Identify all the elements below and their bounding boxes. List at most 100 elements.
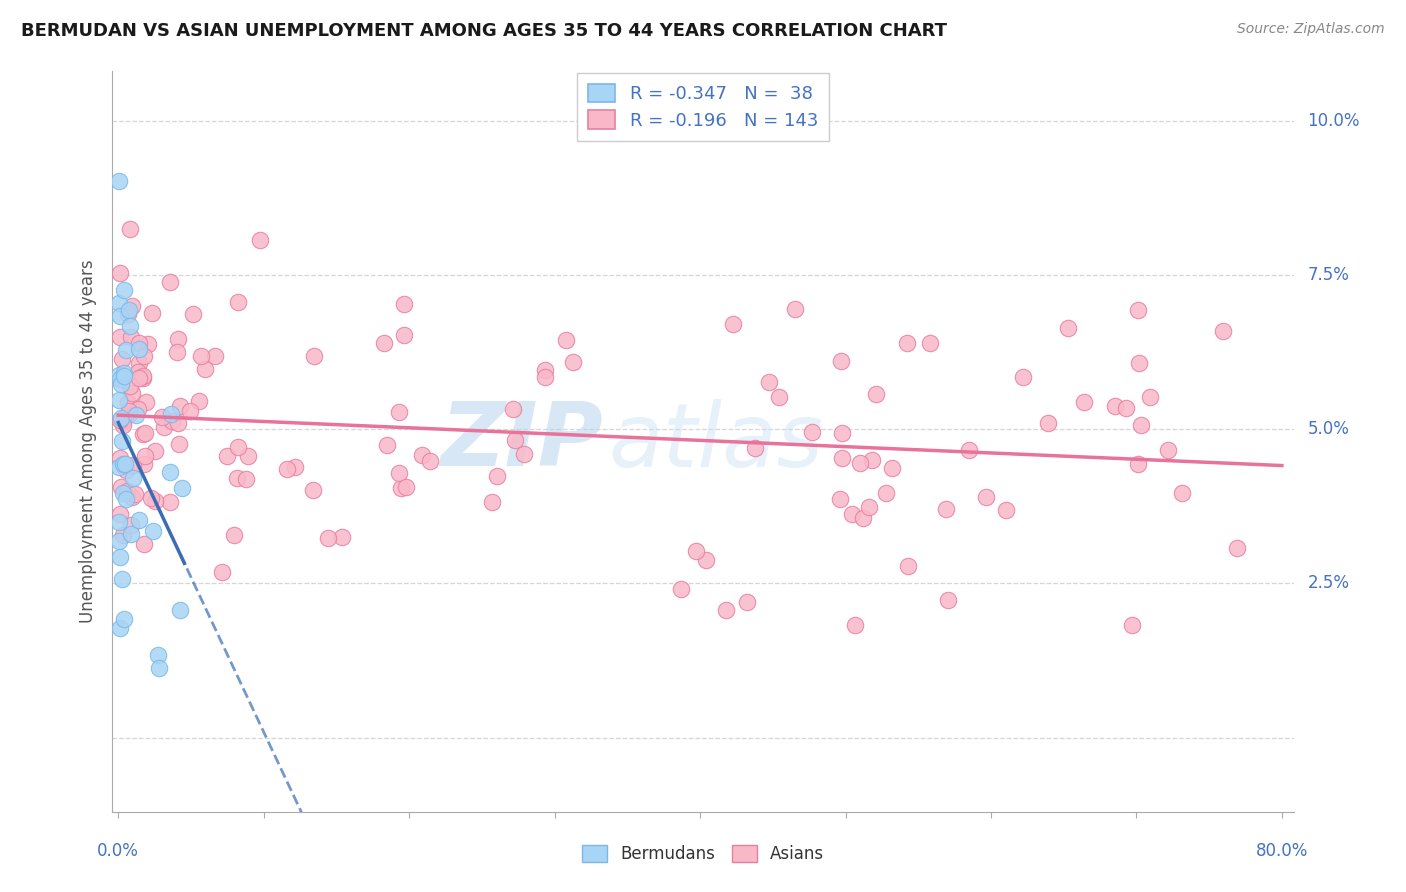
Point bbox=[120, 517, 142, 532]
Point bbox=[211, 565, 233, 579]
Point bbox=[276, 461, 298, 475]
Point bbox=[132, 426, 155, 441]
Point bbox=[721, 317, 744, 331]
Point bbox=[120, 527, 142, 541]
Point bbox=[110, 410, 132, 425]
Point bbox=[562, 355, 585, 369]
Point bbox=[235, 473, 257, 487]
Point bbox=[392, 297, 415, 311]
Point bbox=[768, 391, 790, 405]
Point bbox=[897, 558, 920, 573]
Point bbox=[387, 466, 409, 480]
Point bbox=[128, 356, 150, 370]
Point bbox=[226, 471, 249, 485]
Point bbox=[828, 492, 851, 507]
Point bbox=[167, 332, 190, 346]
Point bbox=[110, 372, 132, 386]
Point bbox=[128, 335, 150, 350]
Point bbox=[302, 349, 325, 363]
Point bbox=[858, 500, 880, 514]
Point bbox=[1226, 541, 1249, 556]
Point bbox=[132, 371, 155, 385]
Point bbox=[111, 528, 134, 542]
Point bbox=[167, 416, 190, 430]
Point bbox=[110, 480, 132, 494]
Point bbox=[226, 295, 249, 310]
Point bbox=[486, 469, 509, 483]
Point bbox=[114, 457, 136, 471]
Point bbox=[502, 401, 524, 416]
Point bbox=[111, 572, 134, 586]
Y-axis label: Unemployment Among Ages 35 to 44 years: Unemployment Among Ages 35 to 44 years bbox=[79, 260, 97, 624]
Point bbox=[533, 370, 555, 384]
Point bbox=[121, 386, 143, 401]
Point bbox=[1012, 369, 1035, 384]
Point bbox=[170, 481, 193, 495]
Text: BERMUDAN VS ASIAN UNEMPLOYMENT AMONG AGES 35 TO 44 YEARS CORRELATION CHART: BERMUDAN VS ASIAN UNEMPLOYMENT AMONG AGE… bbox=[21, 22, 948, 40]
Point bbox=[107, 459, 129, 474]
Point bbox=[226, 441, 249, 455]
Point bbox=[1212, 324, 1234, 338]
Point bbox=[222, 528, 245, 542]
Point bbox=[141, 491, 163, 506]
Point bbox=[146, 648, 169, 662]
Point bbox=[875, 485, 897, 500]
Point bbox=[110, 377, 132, 392]
Point bbox=[167, 437, 190, 451]
Point bbox=[204, 350, 226, 364]
Point bbox=[844, 618, 866, 632]
Point bbox=[411, 448, 433, 462]
Point bbox=[395, 480, 418, 494]
Point bbox=[110, 549, 132, 564]
Point bbox=[236, 449, 259, 463]
Point bbox=[110, 309, 132, 323]
Point bbox=[120, 379, 142, 393]
Point bbox=[118, 404, 141, 418]
Point bbox=[1126, 457, 1149, 471]
Point bbox=[120, 329, 142, 343]
Point bbox=[132, 349, 155, 363]
Point bbox=[159, 275, 181, 289]
Point bbox=[179, 404, 201, 418]
Point bbox=[1115, 401, 1137, 416]
Point bbox=[118, 302, 141, 317]
Point bbox=[110, 413, 132, 427]
Text: 7.5%: 7.5% bbox=[1308, 266, 1350, 284]
Point bbox=[107, 174, 129, 188]
Point bbox=[249, 233, 271, 247]
Point bbox=[160, 407, 183, 421]
Point bbox=[148, 661, 170, 675]
Point bbox=[108, 450, 131, 465]
Point bbox=[188, 394, 211, 409]
Point bbox=[1104, 399, 1126, 413]
Point bbox=[830, 354, 852, 368]
Point bbox=[135, 395, 157, 409]
Point bbox=[108, 392, 131, 407]
Point bbox=[388, 405, 411, 419]
Point bbox=[134, 457, 156, 471]
Point bbox=[112, 369, 135, 384]
Point bbox=[160, 414, 183, 428]
Point bbox=[935, 501, 957, 516]
Point bbox=[513, 446, 536, 460]
Point bbox=[121, 490, 143, 504]
Point bbox=[108, 621, 131, 635]
Point bbox=[166, 344, 188, 359]
Point bbox=[111, 457, 134, 471]
Point bbox=[110, 434, 132, 449]
Point bbox=[117, 307, 139, 321]
Point bbox=[136, 337, 159, 351]
Point bbox=[127, 402, 149, 417]
Point bbox=[217, 449, 239, 463]
Point bbox=[128, 514, 150, 528]
Point bbox=[125, 408, 148, 422]
Point bbox=[831, 450, 853, 465]
Point bbox=[134, 449, 156, 463]
Point bbox=[111, 486, 134, 500]
Point bbox=[831, 425, 853, 440]
Point bbox=[181, 307, 204, 321]
Point bbox=[330, 531, 353, 545]
Point bbox=[744, 441, 766, 455]
Point bbox=[134, 537, 156, 551]
Point bbox=[920, 336, 942, 351]
